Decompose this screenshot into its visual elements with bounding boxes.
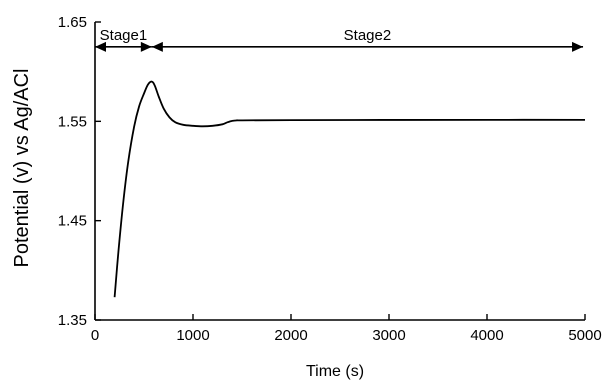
stage-arrow: Stage1 (95, 27, 152, 52)
x-tick-label: 5000 (568, 327, 601, 344)
arrow-head-right (140, 41, 152, 52)
data-series (113, 80, 586, 298)
arrow-head-right (572, 41, 584, 52)
x-axis-label: Time (s) (306, 363, 364, 380)
axes: 0 1000 2000 3000 4000 5000 1.35 1.45 1.55 1.65 (58, 14, 602, 344)
y-tick-label: 1.55 (58, 113, 87, 130)
y-axis-label: Potential (v) vs Ag/ACl (11, 69, 33, 268)
arrow-head-left (151, 41, 163, 52)
x-tick-label: 0 (91, 327, 99, 344)
x-tick-label: 4000 (470, 327, 503, 344)
x-tick-label: 1000 (176, 327, 209, 344)
y-tick-label: 1.35 (58, 312, 87, 329)
potential-series-line (113, 80, 586, 298)
stage-label: Stage2 (344, 27, 392, 44)
stage-arrow: Stage2 (151, 27, 584, 52)
y-tick-label: 1.65 (58, 14, 87, 31)
x-tick-label: 3000 (372, 327, 405, 344)
stage-label: Stage1 (100, 27, 148, 44)
x-tick-label: 2000 (274, 327, 307, 344)
stage-annotations: Stage1 Stage2 (95, 27, 584, 52)
arrow-head-left (95, 41, 106, 52)
y-tick-label: 1.45 (58, 213, 87, 230)
